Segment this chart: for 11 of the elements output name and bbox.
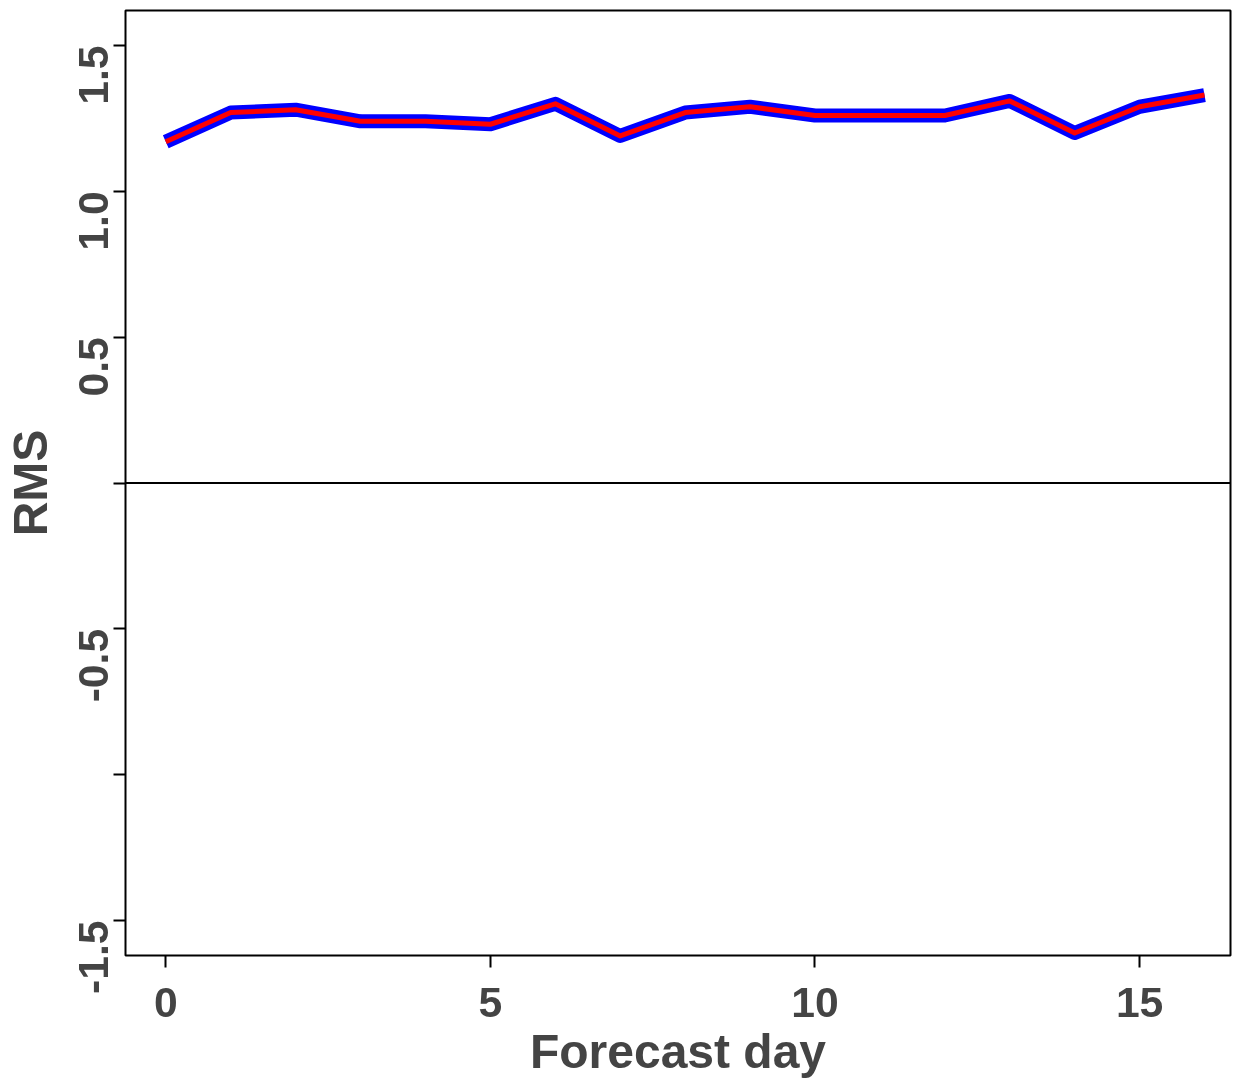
y-tick-label: 1.5 [69, 45, 117, 105]
y-axis-title: RMS [3, 429, 57, 537]
x-axis-title: Forecast day [529, 1024, 827, 1078]
x-tick-label: 10 [791, 977, 839, 1026]
y-tick-label: -1.5 [69, 920, 117, 994]
y-tick-label: 0.5 [69, 337, 117, 397]
x-tick-label: 0 [153, 977, 178, 1026]
y-tick-label: 1.0 [69, 191, 117, 251]
x-tick-label: 15 [1115, 977, 1164, 1026]
x-tick-label: 5 [478, 977, 503, 1026]
y-tick-label: -0.5 [69, 628, 117, 703]
